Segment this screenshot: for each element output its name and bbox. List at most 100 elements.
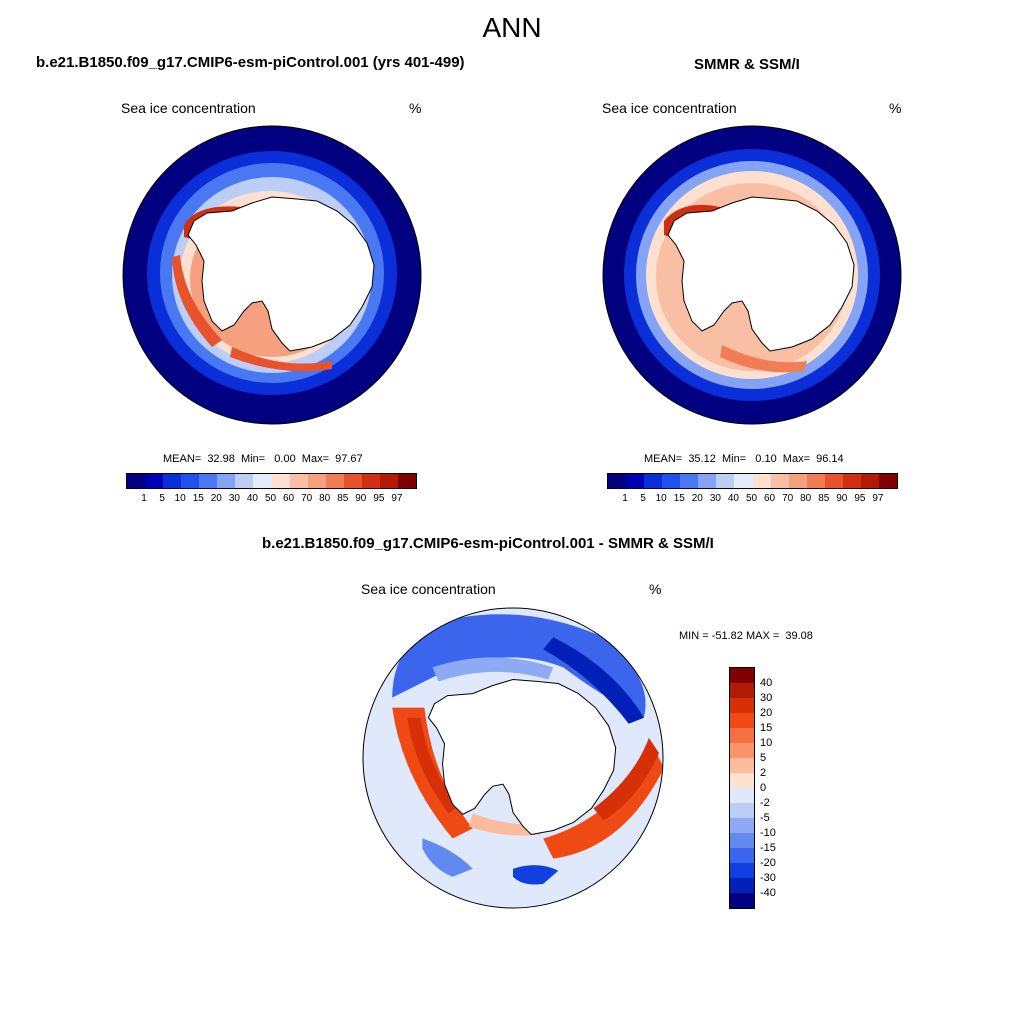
model-colorbar-box — [379, 474, 398, 488]
obs-colorbar-box — [644, 474, 663, 488]
page-title: ANN — [482, 12, 542, 43]
diff-colorbar-tick-label: -40 — [760, 887, 776, 899]
model-colorbar-box — [271, 474, 290, 488]
diff-units-label: % — [649, 581, 662, 597]
model-colorbar-tick-label: 1 — [141, 493, 147, 504]
diff-colorbar-box — [730, 773, 754, 788]
model-colorbar-box — [343, 474, 362, 488]
diff-colorbar — [729, 667, 755, 909]
obs-colorbar-tick-label: 20 — [691, 493, 703, 504]
model-colorbar-tick-label: 20 — [210, 493, 222, 504]
obs-colorbar — [607, 473, 898, 489]
obs-sea-ice-map — [602, 125, 902, 425]
obs-colorbar-box — [716, 474, 735, 488]
obs-colorbar-tick-label: 40 — [727, 493, 739, 504]
obs-colorbar-box — [608, 474, 627, 488]
model-colorbar-tick-label: 80 — [319, 493, 331, 504]
model-colorbar-tick-label: 85 — [337, 493, 349, 504]
obs-colorbar-box — [878, 474, 897, 488]
obs-colorbar-tick-label: 10 — [655, 493, 667, 504]
obs-units-label: % — [889, 100, 902, 116]
obs-colorbar-box — [824, 474, 843, 488]
model-colorbar-tick-label: 30 — [228, 493, 240, 504]
obs-colorbar-box — [698, 474, 717, 488]
diff-colorbar-box — [730, 668, 754, 683]
diff-colorbar-tick-label: -20 — [760, 857, 776, 869]
diff-colorbar-tick-label: 20 — [760, 707, 773, 719]
diff-colorbar-ticks: 40 30 20 15 10 5 2 0 -2 -5 -10 -15 -20 -30 -40 — [760, 667, 800, 909]
diff-colorbar-tick-label: 10 — [760, 737, 773, 749]
diff-colorbar-box — [730, 833, 754, 848]
diff-colorbar-box — [730, 863, 754, 878]
diff-colorbar-box — [730, 713, 754, 728]
model-colorbar-box — [289, 474, 308, 488]
diff-colorbar-tick-label: 30 — [760, 692, 773, 704]
diff-stats: MIN = -51.82 MAX = 39.08 — [679, 630, 813, 642]
diff-variable-label: Sea ice concentration — [361, 581, 496, 597]
model-colorbar — [126, 473, 417, 489]
model-colorbar-tick-label: 40 — [246, 493, 258, 504]
diff-panel-title: b.e21.B1850.f09_g17.CMIP6-esm-piControl.… — [262, 535, 714, 552]
model-colorbar-tick-label: 90 — [355, 493, 367, 504]
obs-colorbar-box — [860, 474, 879, 488]
diff-colorbar-box — [730, 743, 754, 758]
diff-colorbar-tick-label: -5 — [760, 812, 770, 824]
diff-colorbar-box — [730, 698, 754, 713]
model-variable-label: Sea ice concentration — [121, 100, 256, 116]
obs-colorbar-ticks: 1 5 10 15 20 30 40 50 60 70 80 85 90 95 97 — [607, 493, 896, 505]
obs-colorbar-box — [788, 474, 807, 488]
model-colorbar-tick-label: 95 — [373, 493, 385, 504]
model-colorbar-box — [325, 474, 344, 488]
diff-colorbar-box — [730, 818, 754, 833]
obs-colorbar-box — [806, 474, 825, 488]
model-colorbar-box — [163, 474, 182, 488]
model-colorbar-tick-label: 60 — [283, 493, 295, 504]
model-colorbar-tick-label: 50 — [264, 493, 277, 504]
obs-colorbar-tick-label: 30 — [709, 493, 721, 504]
obs-colorbar-tick-label: 80 — [800, 493, 812, 504]
model-colorbar-box — [145, 474, 164, 488]
diff-colorbar-tick-label: -10 — [760, 827, 776, 839]
obs-panel-title: SMMR & SSM/I — [694, 56, 800, 73]
diff-colorbar-box — [730, 848, 754, 863]
obs-colorbar-box — [680, 474, 699, 488]
obs-colorbar-tick-label: 70 — [782, 493, 794, 504]
diff-colorbar-box — [730, 788, 754, 803]
diff-colorbar-box — [730, 803, 754, 818]
diff-colorbar-box — [730, 893, 754, 908]
model-colorbar-tick-label: 5 — [159, 493, 165, 504]
diff-colorbar-box — [730, 758, 754, 773]
model-stats: MEAN= 32.98 Min= 0.00 Max= 97.67 — [163, 453, 363, 465]
diff-colorbar-tick-label: -15 — [760, 842, 776, 854]
diff-colorbar-tick-label: 15 — [760, 722, 773, 734]
model-sea-ice-map — [122, 125, 422, 425]
model-colorbar-tick-label: 97 — [391, 493, 403, 504]
model-colorbar-box — [253, 474, 272, 488]
obs-colorbar-tick-label: 50 — [745, 493, 758, 504]
model-colorbar-box — [397, 474, 416, 488]
model-colorbar-tick-label: 15 — [192, 493, 204, 504]
model-colorbar-box — [199, 474, 218, 488]
obs-colorbar-tick-label: 60 — [764, 493, 776, 504]
obs-colorbar-box — [752, 474, 771, 488]
obs-stats: MEAN= 35.12 Min= 0.10 Max= 96.14 — [644, 453, 844, 465]
model-colorbar-box — [181, 474, 200, 488]
diff-colorbar-tick-label: 2 — [760, 767, 767, 779]
model-units-label: % — [409, 100, 422, 116]
diff-colorbar-box — [730, 878, 754, 893]
model-colorbar-tick-label: 10 — [174, 493, 186, 504]
model-colorbar-box — [217, 474, 236, 488]
diff-colorbar-tick-label: -2 — [760, 797, 770, 809]
diff-colorbar-tick-label: 0 — [760, 782, 767, 794]
obs-colorbar-tick-label: 85 — [818, 493, 830, 504]
obs-colorbar-box — [770, 474, 789, 488]
obs-colorbar-box — [842, 474, 861, 488]
obs-colorbar-tick-label: 95 — [854, 493, 866, 504]
obs-colorbar-box — [662, 474, 681, 488]
diff-colorbar-tick-label: 5 — [760, 752, 767, 764]
diff-colorbar-box — [730, 683, 754, 698]
model-colorbar-tick-label: 70 — [301, 493, 313, 504]
obs-colorbar-tick-label: 1 — [622, 493, 628, 504]
obs-colorbar-box — [734, 474, 753, 488]
model-colorbar-box — [235, 474, 254, 488]
